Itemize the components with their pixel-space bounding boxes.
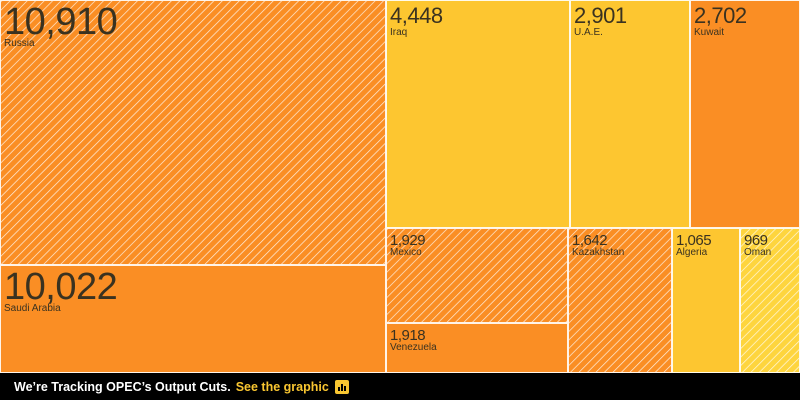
tile-value: 2,901 [574,3,627,28]
treemap-tile-iraq: 4,448 Iraq [386,0,570,228]
treemap-tile-saudi-arabia: 10,022 Saudi Arabia [0,265,386,373]
tile-label: Saudi Arabia [4,303,61,314]
treemap-tile-oman: 969 Oman [740,228,800,373]
treemap-chart: 10,910 Russia 10,022 Saudi Arabia 4,448 Iraq 2… [0,0,800,373]
treemap-tile-venezuela: 1,918 Venezuela [386,323,568,373]
tile-label: Oman [744,247,772,258]
tile-label: Kazakhstan [572,247,625,258]
bar-chart-icon[interactable] [334,379,349,394]
tile-value: 1,642 [572,232,608,249]
tile-value: 1,065 [676,232,712,249]
tile-value: 10,910 [4,1,118,43]
tile-label: U.A.E. [574,27,603,38]
tile-value: 2,702 [694,3,747,28]
tile-label: Algeria [676,247,708,258]
tile-label: Iraq [390,27,408,38]
tile-value: 969 [744,232,768,249]
promo-footer: We’re Tracking OPEC’s Output Cuts. See t… [0,373,800,400]
tile-value: 1,918 [390,327,426,344]
tile-label: Kuwait [694,27,725,38]
footer-text: We’re Tracking OPEC’s Output Cuts. [14,379,231,394]
tile-label: Venezuela [390,342,437,353]
tile-value: 1,929 [390,232,426,249]
treemap-tile-kazakhstan: 1,642 Kazakhstan [568,228,672,373]
tile-label: Russia [4,38,35,49]
treemap-tile-kuwait: 2,702 Kuwait [690,0,800,228]
treemap-tile-u-a-e: 2,901 U.A.E. [570,0,690,228]
treemap-tile-algeria: 1,065 Algeria [672,228,740,373]
see-graphic-link[interactable]: See the graphic [235,379,329,394]
tile-label: Mexico [390,247,422,258]
tile-value: 4,448 [390,3,443,28]
tile-value: 10,022 [4,266,118,308]
treemap-tile-mexico: 1,929 Mexico [386,228,568,323]
treemap-tile-russia: 10,910 Russia [0,0,386,265]
